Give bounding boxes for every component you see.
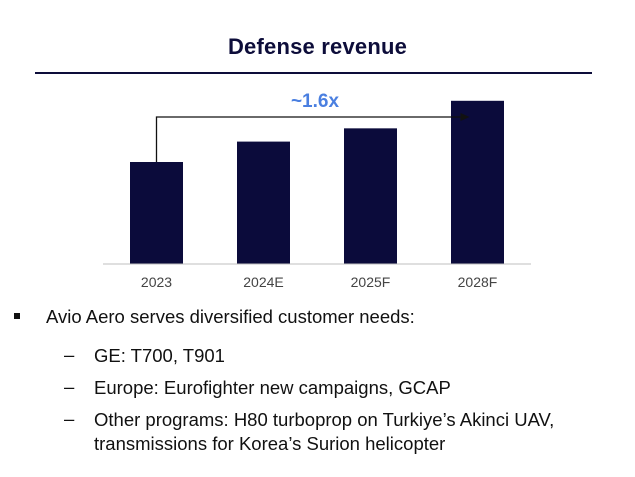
slide-title: Defense revenue	[227, 34, 408, 59]
main-bullet-text: Avio Aero serves diversified customer ne…	[46, 306, 415, 327]
growth-arrowhead	[460, 113, 470, 121]
bar-2025f	[344, 128, 397, 264]
title-divider	[35, 72, 592, 74]
sub-bullet-text: GE: T700, T901	[94, 345, 225, 366]
x-tick-label: 2025F	[351, 274, 391, 290]
growth-multiple-label: ~1.6x	[291, 91, 340, 112]
x-tick-label: 2028F	[458, 274, 498, 290]
sub-bullet-text: Europe: Eurofighter new campaigns, GCAP	[94, 377, 451, 398]
growth-arrow	[155, 116, 462, 162]
x-tick-label: 2024E	[243, 274, 283, 290]
bar-2023	[130, 162, 183, 264]
sub-bullet-text: Other programs: H80 turboprop on Turkiye…	[94, 409, 555, 454]
x-tick-labels: 2023 2024E 2025F 2028F	[141, 274, 497, 290]
x-tick-label: 2023	[141, 274, 172, 290]
dash-marker: –	[64, 376, 75, 397]
bar-2028f	[451, 100, 504, 264]
square-bullet-icon	[14, 313, 20, 319]
dash-marker: –	[64, 344, 75, 365]
revenue-bar-chart: 2023 2024E 2025F 2028F ~1.6x	[103, 91, 531, 290]
bar-2024e	[237, 141, 290, 264]
dash-marker: –	[64, 408, 75, 429]
bars-layer	[130, 100, 504, 264]
